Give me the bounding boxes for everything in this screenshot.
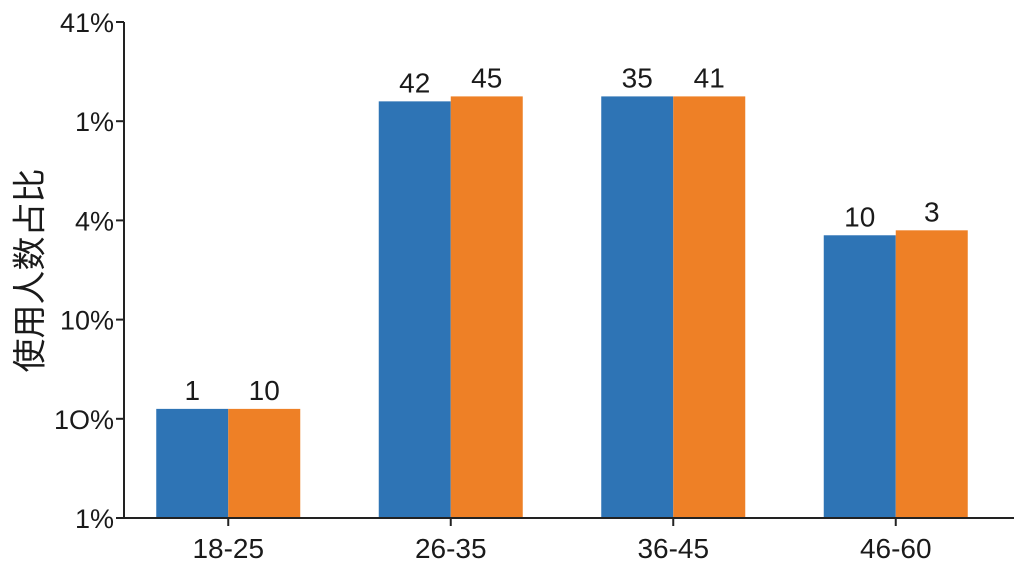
bar-value-label: 45 [471, 62, 502, 93]
bar [228, 408, 301, 518]
bar-value-label: 42 [399, 67, 430, 98]
y-tick-label: 1O% [54, 405, 114, 435]
x-tick-label: 46-60 [860, 533, 932, 564]
y-tick-label: 41% [60, 8, 114, 38]
data-labels-layer: 1 10 42 45 35 41 10 3 [184, 62, 939, 405]
bar-value-label: 3 [924, 196, 940, 227]
bar [601, 96, 674, 519]
y-tick-label: 1% [75, 107, 114, 137]
bar [450, 96, 523, 519]
bar [823, 235, 896, 518]
y-tick-label: 10% [60, 306, 114, 336]
x-tick-label: 36-45 [637, 533, 709, 564]
bar-value-label: 1 [184, 375, 200, 406]
x-tick-label: 26-35 [415, 533, 487, 564]
bar [673, 96, 746, 519]
bar-value-label: 10 [844, 201, 875, 232]
bar [895, 230, 968, 518]
x-tick-label: 18-25 [192, 533, 264, 564]
bar-value-label: 10 [249, 375, 280, 406]
bars-layer [156, 96, 968, 519]
bar [156, 408, 229, 518]
bar-value-label: 35 [622, 62, 653, 93]
bar-value-label: 41 [694, 62, 725, 93]
axes-layer: 1% 1O% 10% 4% 1% 41% 18-25 26-35 36-45 46-60 [54, 8, 1014, 564]
y-tick-label: 1% [75, 504, 114, 534]
bar [378, 101, 451, 519]
y-tick-label: 4% [75, 206, 114, 236]
